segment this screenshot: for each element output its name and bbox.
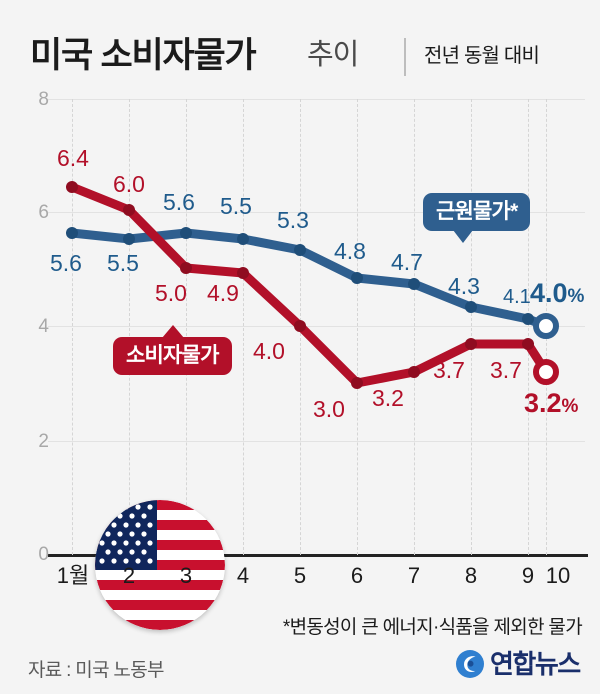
gridline-8: [48, 99, 585, 100]
end-label-headline-cpi: 3.2%: [524, 390, 578, 417]
y-tick-4: 4: [38, 316, 49, 337]
header: 미국 소비자물가 추이 전년 동월 대비: [0, 16, 600, 78]
us-flag-badge: [95, 500, 225, 630]
header-note: 전년 동월 대비: [424, 45, 540, 67]
end-label-core-percent: %: [567, 286, 585, 307]
value-label-core-9: 4.1: [503, 286, 531, 308]
value-label-core-8: 4.3: [448, 273, 480, 299]
value-label-headline-1: 6.4: [57, 145, 89, 171]
endpoint-core-cpi: [533, 313, 559, 339]
page-title-suffix: 추이: [307, 39, 359, 71]
value-label-headline-2: 6.0: [113, 171, 145, 197]
value-label-core-6: 4.8: [334, 238, 366, 264]
callout-tail-down-icon: [452, 230, 473, 243]
chart-source: 자료 : 미국 노동부: [28, 660, 164, 681]
x-label-7: 7: [407, 563, 421, 588]
value-label-headline-9: 3.7: [490, 357, 522, 383]
x-label-9: 9: [521, 563, 535, 588]
vgrid-3: [186, 99, 187, 555]
legend-callout-headline-label: 소비자물가: [126, 344, 219, 367]
y-tick-6: 6: [38, 202, 49, 223]
chart-area: 8 6 4 2 0: [0, 85, 600, 630]
y-tick-8: 8: [38, 89, 49, 110]
value-label-core-1: 5.6: [50, 250, 82, 276]
series-lines: [66, 181, 559, 389]
legend-callout-core-cpi: 근원물가*: [423, 193, 531, 243]
legend-callout-headline-cpi: 소비자물가: [113, 325, 232, 375]
value-label-headline-7: 3.2: [372, 385, 404, 411]
title-divider: [404, 38, 406, 76]
gridline-6: [48, 212, 585, 213]
gridline-4: [48, 326, 585, 327]
value-label-core-4: 5.5: [220, 193, 252, 219]
vgrid-1: [72, 99, 73, 555]
end-label-headline-percent: %: [561, 396, 579, 417]
end-label-core-value: 4.0: [530, 278, 568, 308]
value-label-core-3: 5.6: [163, 189, 195, 215]
value-label-headline-6: 3.0: [313, 396, 345, 422]
legend-callout-core-label: 근원물가*: [436, 200, 518, 223]
x-label-3: 3: [179, 563, 193, 588]
endpoint-headline-cpi: [533, 359, 559, 385]
value-label-core-2: 5.5: [107, 250, 139, 276]
chart-footnote: *변동성이 큰 에너지·식품을 제외한 물가: [282, 617, 583, 638]
callout-tail-up-icon: [162, 325, 185, 338]
end-label-headline-value: 3.2: [524, 388, 562, 418]
vgrid-4: [243, 99, 244, 555]
vgrid-9: [528, 99, 529, 555]
markers-headline-cpi: [66, 181, 534, 389]
y-tick-2: 2: [38, 431, 49, 452]
value-label-headline-4: 4.9: [207, 280, 239, 306]
yonhap-swirl-icon: [456, 650, 484, 678]
value-label-core-5: 5.3: [277, 207, 309, 233]
yonhap-news-logo: 연합뉴스: [455, 648, 581, 680]
value-label-headline-5: 4.0: [253, 338, 285, 364]
y-tick-0: 0: [38, 544, 49, 565]
x-label-2: 2: [122, 563, 136, 588]
vgrid-8: [471, 99, 472, 555]
x-label-6: 6: [350, 563, 364, 588]
vgrid-6: [357, 99, 358, 555]
page-title: 미국 소비자물가: [30, 36, 257, 75]
value-label-headline-8: 3.7: [433, 357, 465, 383]
vgrid-7: [414, 99, 415, 555]
x-label-4: 4: [236, 563, 250, 588]
x-axis-baseline: [48, 554, 588, 557]
x-label-8: 8: [464, 563, 478, 588]
x-label-1: 1월: [56, 563, 90, 588]
line-headline-cpi: [67, 182, 551, 388]
value-label-headline-3: 5.0: [155, 280, 187, 306]
vgrid-2: [129, 99, 130, 555]
gridline-2: [48, 441, 585, 442]
value-label-core-7: 4.7: [391, 249, 423, 275]
markers-core-cpi: [66, 227, 534, 325]
end-label-core-cpi: 4.0%: [530, 280, 584, 307]
x-label-10: 10: [545, 563, 571, 588]
x-label-5: 5: [293, 563, 307, 588]
yonhap-news-wordmark: 연합뉴스: [490, 649, 581, 679]
